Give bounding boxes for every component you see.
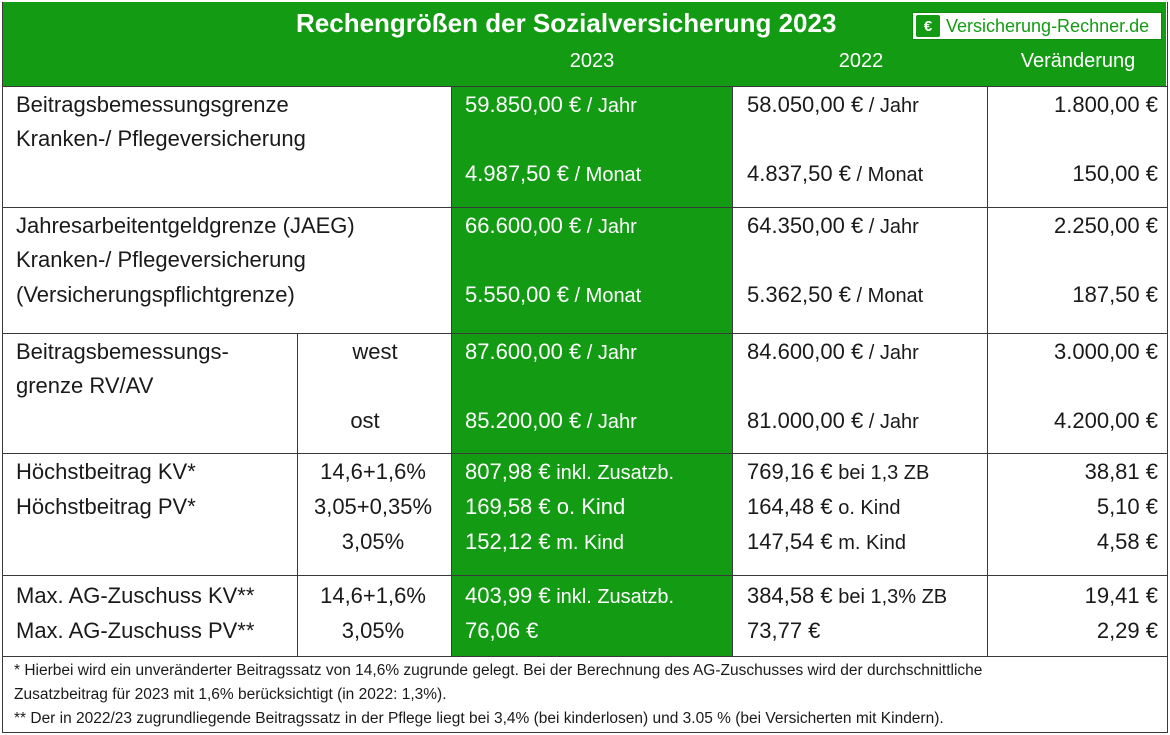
change-value: 150,00 € <box>1072 161 1158 186</box>
rate-value: 14,6+1,6% <box>320 459 426 484</box>
column-header-change: Veränderung <box>1020 50 1136 72</box>
row-label: (Versicherungspflichtgrenze) <box>16 282 295 307</box>
row-label: Max. AG-Zuschuss KV** <box>16 583 255 608</box>
value-2022: 384,58 € bei 1,3% ZB <box>747 583 948 608</box>
value-2022: 769,16 € bei 1,3 ZB <box>747 459 930 484</box>
change-value: 1.800,00 € <box>1054 92 1158 117</box>
value-2023-month: 5.550,00 € / Monat <box>465 282 642 307</box>
row-divider <box>2 656 1168 657</box>
value-2022: 73,77 € <box>747 618 821 643</box>
row-label: Beitragsbemessungs- <box>16 339 229 364</box>
value-2023-month: 4.987,50 € / Monat <box>465 161 642 186</box>
change-value: 4.200,00 € <box>1054 408 1158 433</box>
rate-value: 14,6+1,6% <box>320 583 426 608</box>
page-title: Rechengrößen der Sozialversicherung 2023 <box>296 8 837 38</box>
row-divider <box>2 86 1168 87</box>
value-2022: 147,54 € m. Kind <box>747 529 906 554</box>
value-2023-year: 66.600,00 € / Jahr <box>465 213 637 238</box>
table-left-border <box>2 2 3 733</box>
value-2023-west: 87.600,00 € / Jahr <box>465 339 637 364</box>
row-label: Kranken-/ Pflegeversicherung <box>16 126 306 151</box>
value-2023: 152,12 € m. Kind <box>465 529 624 554</box>
row-label: Kranken-/ Pflegeversicherung <box>16 247 306 272</box>
value-2023: 403,99 € inkl. Zusatzb. <box>465 583 675 608</box>
row-divider <box>2 207 1168 208</box>
column-2023-highlight <box>452 86 732 656</box>
column-divider <box>297 333 298 656</box>
change-value: 4,58 € <box>1096 529 1158 554</box>
column-header-2023: 2023 <box>569 50 615 72</box>
value-2022-west: 84.600,00 € / Jahr <box>747 339 919 364</box>
change-value: 3.000,00 € <box>1054 339 1158 364</box>
footnote: Zusatzbeitrag für 2023 mit 1,6% berücksi… <box>14 686 447 703</box>
rate-value: 3,05% <box>341 618 405 643</box>
change-value: 5,10 € <box>1096 494 1158 519</box>
table-header: Rechengrößen der Sozialversicherung 2023… <box>2 2 1166 86</box>
value-2022-month: 4.837,50 € / Monat <box>747 161 924 186</box>
column-header-2022: 2022 <box>838 50 884 72</box>
region-west: west <box>352 339 398 364</box>
table-bottom-border <box>2 732 1168 733</box>
change-value: 19,41 € <box>1084 583 1158 608</box>
rate-value: 3,05% <box>341 529 405 554</box>
row-label: Jahresarbeitentgeldgrenze (JAEG) <box>16 213 355 238</box>
brand-logo: € Versicherung-Rechner.de <box>912 12 1162 40</box>
column-divider <box>987 86 988 656</box>
change-value: 2,29 € <box>1096 618 1158 643</box>
region-ost: ost <box>350 408 380 433</box>
value-2023-ost: 85.200,00 € / Jahr <box>465 408 637 433</box>
row-label: Höchstbeitrag KV* <box>16 459 196 484</box>
change-value: 38,81 € <box>1084 459 1158 484</box>
footnote: ** Der in 2022/23 zugrundliegende Beitra… <box>14 710 944 727</box>
euro-icon: € <box>916 15 940 37</box>
change-value: 187,50 € <box>1072 282 1158 307</box>
column-divider <box>451 86 452 656</box>
value-2023: 169,58 € o. Kind <box>465 494 626 519</box>
row-label: Höchstbeitrag PV* <box>16 494 196 519</box>
brand-name: Versicherung-Rechner.de <box>946 15 1150 36</box>
row-divider <box>2 333 1168 334</box>
value-2023: 807,98 € inkl. Zusatzb. <box>465 459 675 484</box>
row-label: grenze RV/AV <box>16 373 154 398</box>
value-2022-year: 58.050,00 € / Jahr <box>747 92 919 117</box>
value-2023-year: 59.850,00 € / Jahr <box>465 92 637 117</box>
table-right-border <box>1167 2 1168 733</box>
column-divider <box>732 86 733 656</box>
value-2022-year: 64.350,00 € / Jahr <box>747 213 919 238</box>
row-label: Max. AG-Zuschuss PV** <box>16 618 255 643</box>
value-2022-ost: 81.000,00 € / Jahr <box>747 408 919 433</box>
row-label: Beitragsbemessungsgrenze <box>16 92 289 117</box>
change-value: 2.250,00 € <box>1054 213 1158 238</box>
row-divider <box>2 453 1168 454</box>
value-2022: 164,48 € o. Kind <box>747 494 901 519</box>
rate-value: 3,05+0,35% <box>313 494 433 519</box>
footnote: * Hierbei wird ein unveränderter Beitrag… <box>14 662 983 679</box>
row-divider <box>2 575 1168 576</box>
value-2023: 76,06 € <box>465 618 539 643</box>
value-2022-month: 5.362,50 € / Monat <box>747 282 924 307</box>
